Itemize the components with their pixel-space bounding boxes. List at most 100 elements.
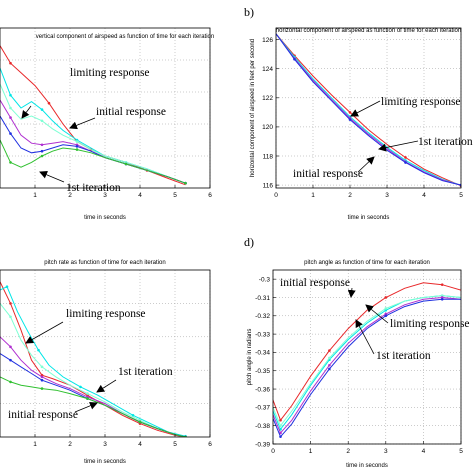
series-point — [9, 61, 12, 65]
x-tick-label: 5 — [459, 448, 463, 455]
series-point — [37, 348, 40, 352]
x-axis-label: time in seconds — [84, 215, 126, 221]
series-point — [75, 148, 79, 151]
series-point — [384, 307, 388, 310]
y-tick-label: -0.39 — [255, 441, 270, 448]
x-tick-label: 4 — [138, 192, 142, 199]
y-tick-label: 116 — [263, 182, 274, 189]
series-point — [279, 428, 282, 431]
x-tick-label: 5 — [173, 441, 177, 448]
series-point — [40, 154, 44, 158]
x-tick-label: 1 — [311, 192, 315, 199]
y-tick-label: -0.36 — [255, 386, 270, 393]
series-line-2 — [276, 33, 461, 186]
series-point — [131, 413, 135, 417]
series-point — [9, 93, 12, 97]
x-tick-label: 3 — [385, 192, 389, 199]
series-point — [86, 397, 89, 400]
series-point — [328, 349, 331, 352]
chart-title: vertical component of airspeed as functi… — [36, 34, 214, 40]
x-tick-label: 3 — [103, 441, 107, 448]
series-point — [9, 161, 12, 164]
series-point — [86, 392, 89, 395]
y-tick-label: -0.37 — [255, 405, 270, 412]
x-tick-label: 0 — [271, 448, 275, 455]
series-point — [184, 181, 187, 185]
series-point — [348, 111, 352, 114]
series-point — [40, 108, 44, 111]
annotation-label: limiting response — [70, 67, 150, 79]
series-point — [40, 365, 44, 369]
series-point — [124, 162, 128, 166]
y-tick-label: -0.33 — [255, 331, 270, 338]
series-point — [328, 363, 331, 367]
y-tick-label: 120 — [262, 124, 273, 131]
annotation-label: initial response — [8, 409, 78, 421]
y-tick-label: -0.3 — [259, 276, 271, 283]
axes-frame — [272, 269, 462, 445]
series-point — [5, 285, 9, 289]
x-tick-label: 6 — [208, 441, 212, 448]
series-point — [79, 385, 82, 389]
x-tick-label: 5 — [173, 192, 177, 199]
annotation-label: initial response — [280, 277, 350, 289]
series-point — [40, 143, 44, 147]
annotation-arrow — [355, 319, 375, 355]
series-point — [279, 424, 282, 427]
series-point — [293, 57, 296, 61]
annotation-arrow — [69, 117, 96, 130]
panel-a: 1 2 3 4 5 6 vertical component of airspeed as … — [0, 27, 214, 221]
series-point — [75, 145, 79, 148]
series-line-3 — [273, 296, 461, 434]
panel-label: b) — [244, 5, 254, 19]
x-tick-label: 0 — [274, 192, 278, 199]
series-point — [9, 358, 12, 362]
panel-d: 0 1 2 3 4 5 -0.3 -0.31 -0.32 -0.33 -0.34 -0.35 -0.36… — [244, 235, 470, 469]
series-line-5 — [0, 376, 186, 437]
annotation-arrow — [378, 140, 419, 152]
series-point — [9, 132, 12, 135]
series-point — [384, 308, 388, 312]
chart-title: horizontal component of airspeed as func… — [276, 28, 461, 34]
series-point — [384, 312, 388, 316]
annotation-arrow — [347, 287, 356, 298]
x-axis-label: time in seconds — [84, 459, 126, 465]
y-axis-label: pitch angle in radians — [247, 329, 253, 386]
annotation-label: initial response — [293, 168, 363, 180]
series-point — [440, 283, 444, 286]
x-tick-label: 2 — [68, 441, 72, 448]
series-point — [40, 149, 44, 153]
series-point — [440, 294, 444, 297]
series-line-5 — [0, 139, 186, 184]
x-tick-label: 2 — [348, 192, 352, 199]
series-point — [75, 140, 79, 143]
x-tick-label: 4 — [422, 448, 426, 455]
series-point — [328, 356, 331, 360]
annotation-label: 1st iteration — [118, 366, 173, 378]
x-tick-label: 2 — [346, 448, 350, 455]
annotation-label: limiting response — [66, 308, 146, 320]
series-point — [9, 116, 12, 119]
series-point — [348, 118, 352, 121]
series-point — [440, 296, 444, 299]
series-point — [440, 298, 444, 301]
annotation-arrow — [39, 171, 65, 183]
series-point — [40, 387, 44, 390]
x-tick-label: 4 — [138, 441, 142, 448]
x-axis-label: time in seconds — [348, 215, 390, 221]
series-point — [40, 378, 44, 382]
x-tick-label: 6 — [208, 192, 212, 199]
x-tick-label: 3 — [103, 192, 107, 199]
x-axis-label: time in seconds — [346, 463, 388, 469]
series-point — [404, 161, 407, 164]
series-point — [328, 367, 331, 371]
x-tick-label: 1 — [33, 192, 37, 199]
series-point — [9, 106, 12, 110]
series-group — [276, 33, 461, 188]
annotation-label: 1st iteration — [376, 350, 431, 362]
series-point — [9, 302, 12, 305]
series-point — [40, 119, 44, 123]
plot-area — [0, 28, 210, 188]
